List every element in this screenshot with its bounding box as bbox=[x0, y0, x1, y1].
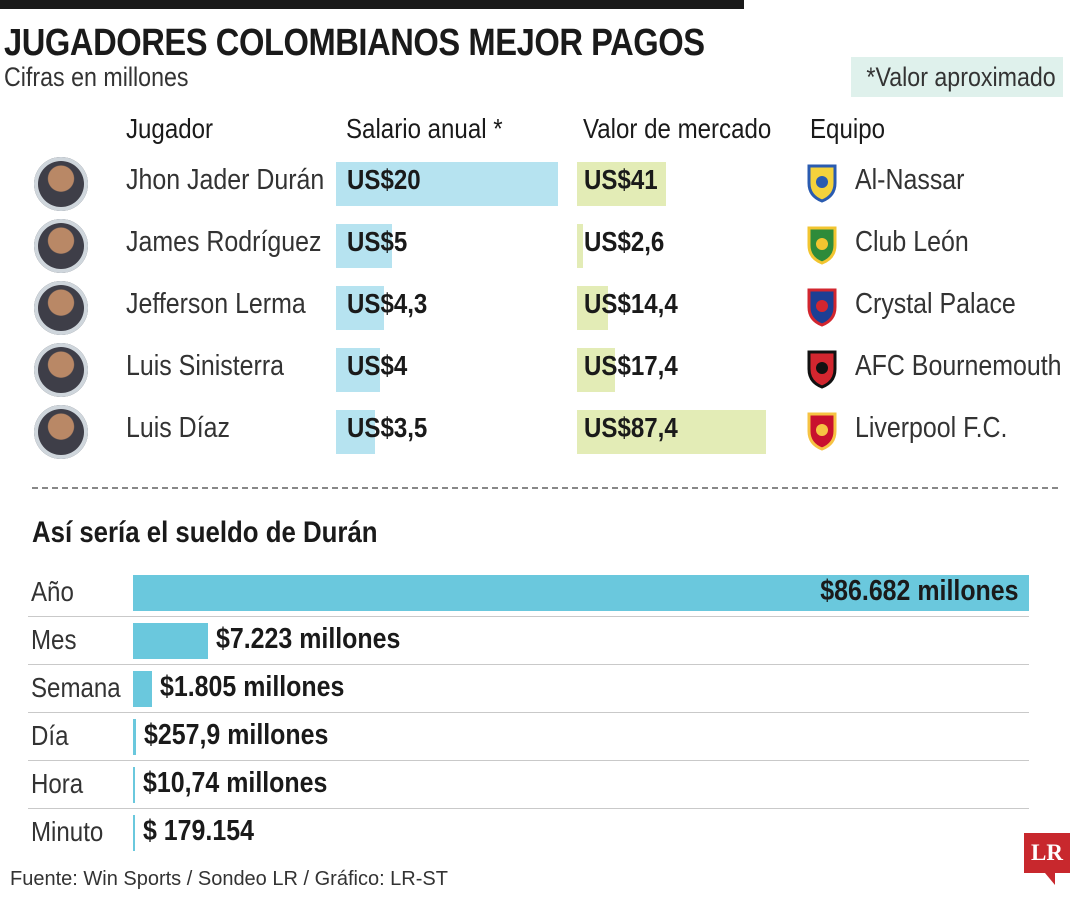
salary-bar bbox=[336, 162, 558, 206]
market-value: US$17,4 bbox=[584, 350, 678, 381]
col-header-team: Equipo bbox=[810, 113, 885, 144]
team-crest-icon bbox=[806, 349, 838, 389]
team-name: Liverpool F.C. bbox=[855, 412, 1008, 444]
row-divider bbox=[28, 712, 1029, 713]
player-name: Luis Sinisterra bbox=[126, 350, 285, 382]
period-row: Año $86.682 millones bbox=[0, 570, 1080, 618]
row-divider bbox=[28, 760, 1029, 761]
row-divider bbox=[28, 616, 1029, 617]
period-label: Día bbox=[31, 720, 69, 751]
row-divider bbox=[28, 808, 1029, 809]
salary-bar bbox=[336, 224, 392, 268]
period-value: $1.805 millones bbox=[159, 671, 345, 703]
period-row: Minuto $ 179.154 bbox=[0, 810, 1080, 858]
market-value: US$87,4 bbox=[584, 412, 678, 443]
period-value: $86.682 millones bbox=[820, 575, 1019, 607]
salary-value: US$5 bbox=[347, 226, 408, 257]
section-divider bbox=[32, 487, 1058, 489]
salary-value: US$4,3 bbox=[347, 288, 428, 319]
period-bar bbox=[133, 815, 135, 851]
team-crest-icon bbox=[806, 163, 838, 203]
player-name: Jhon Jader Durán bbox=[126, 164, 325, 196]
source-text: Fuente: Win Sports / Sondeo LR / Gráfico… bbox=[10, 868, 448, 890]
approx-note: *Valor aproximado bbox=[851, 57, 1063, 97]
player-avatar bbox=[34, 157, 88, 211]
period-value: $7.223 millones bbox=[215, 623, 401, 655]
period-label: Semana bbox=[31, 672, 121, 703]
market-bar bbox=[577, 162, 666, 206]
player-name: Jefferson Lerma bbox=[126, 288, 306, 320]
market-bar bbox=[577, 410, 766, 454]
period-bar bbox=[133, 671, 152, 707]
player-name: James Rodríguez bbox=[126, 226, 322, 258]
chart-title: JUGADORES COLOMBIANOS MEJOR PAGOS bbox=[4, 22, 705, 64]
team-crest-icon bbox=[806, 287, 838, 327]
team-name: Al-Nassar bbox=[855, 164, 965, 196]
lr-logo: LR bbox=[1024, 833, 1070, 873]
salary-bar bbox=[336, 410, 375, 454]
salary-bar bbox=[336, 348, 381, 392]
player-avatar bbox=[34, 343, 88, 397]
salary-value: US$4 bbox=[347, 350, 408, 381]
period-row: Hora $10,74 millones bbox=[0, 762, 1080, 810]
lr-logo-tail bbox=[1045, 873, 1055, 885]
salary-value: US$20 bbox=[347, 164, 421, 195]
top-rule bbox=[0, 0, 744, 9]
period-value: $257,9 millones bbox=[143, 719, 329, 751]
team-name: Club León bbox=[855, 226, 969, 258]
salary-bar bbox=[336, 286, 384, 330]
player-row: James Rodríguez US$5 US$2,6 Club León bbox=[0, 219, 1080, 281]
market-value: US$14,4 bbox=[584, 288, 678, 319]
period-row: Día $257,9 millones bbox=[0, 714, 1080, 762]
period-label: Mes bbox=[31, 624, 77, 655]
row-divider bbox=[28, 664, 1029, 665]
player-row: Luis Díaz US$3,5 US$87,4 Liverpool F.C. bbox=[0, 405, 1080, 467]
period-row: Semana $1.805 millones bbox=[0, 666, 1080, 714]
chart-subtitle: Cifras en millones bbox=[4, 62, 189, 92]
team-name: Crystal Palace bbox=[855, 288, 1016, 320]
player-avatar bbox=[34, 405, 88, 459]
team-crest-icon bbox=[806, 411, 838, 451]
col-header-market: Valor de mercado bbox=[583, 113, 772, 144]
market-bar bbox=[577, 224, 583, 268]
player-avatar bbox=[34, 281, 88, 335]
approx-note-text: *Valor aproximado bbox=[866, 62, 1056, 92]
period-value: $ 179.154 bbox=[143, 815, 254, 847]
player-row: Luis Sinisterra US$4 US$17,4 AFC Bournemout… bbox=[0, 343, 1080, 405]
period-row: Mes $7.223 millones bbox=[0, 618, 1080, 666]
player-avatar bbox=[34, 219, 88, 273]
player-row: Jhon Jader Durán US$20 US$41 Al-Nassar bbox=[0, 157, 1080, 219]
period-bar bbox=[133, 623, 208, 659]
period-value: $10,74 millones bbox=[143, 767, 328, 799]
player-row: Jefferson Lerma US$4,3 US$14,4 Crystal Pala… bbox=[0, 281, 1080, 343]
period-bar bbox=[133, 575, 1029, 611]
period-label: Año bbox=[31, 576, 74, 607]
market-bar bbox=[577, 286, 609, 330]
period-label: Minuto bbox=[31, 816, 104, 847]
col-header-player: Jugador bbox=[126, 113, 214, 144]
period-bar bbox=[133, 719, 136, 755]
col-header-salary: Salario anual * bbox=[346, 113, 503, 144]
team-crest-icon bbox=[806, 225, 838, 265]
period-bar bbox=[133, 767, 135, 803]
period-label: Hora bbox=[31, 768, 84, 799]
team-name: AFC Bournemouth bbox=[855, 350, 1062, 382]
section2-title: Así sería el sueldo de Durán bbox=[32, 516, 378, 549]
player-name: Luis Díaz bbox=[126, 412, 230, 444]
salary-value: US$3,5 bbox=[347, 412, 428, 443]
market-bar bbox=[577, 348, 615, 392]
market-value: US$2,6 bbox=[584, 226, 665, 257]
market-value: US$41 bbox=[584, 164, 658, 195]
